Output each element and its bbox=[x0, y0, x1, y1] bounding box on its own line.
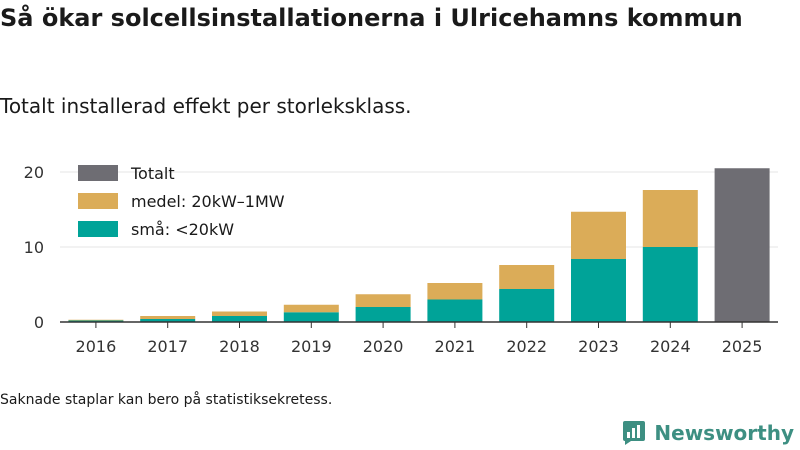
y-tick-label: 20 bbox=[24, 163, 44, 182]
x-tick-label: 2020 bbox=[363, 337, 404, 356]
bar-small-2024 bbox=[642, 247, 698, 322]
y-axis-ticks: 0 10 20 bbox=[24, 163, 44, 332]
footnote: Saknade staplar kan bero på statistiksek… bbox=[0, 392, 333, 408]
legend: Totalt medel: 20kW–1MW små: <20kW bbox=[78, 164, 285, 239]
x-tick-label: 2022 bbox=[506, 337, 547, 356]
chart-title: Så ökar solcellsinstallationerna i Ulric… bbox=[0, 4, 743, 32]
bar-small-2020 bbox=[355, 307, 411, 322]
legend-swatch-small bbox=[78, 221, 118, 237]
x-axis bbox=[60, 321, 778, 328]
bar-medium-2022 bbox=[499, 265, 555, 289]
brand-logo: Newsworthy bbox=[622, 420, 794, 446]
chart-subtitle: Totalt installerad effekt per storlekskl… bbox=[0, 94, 412, 118]
bar-medium-2016 bbox=[68, 319, 124, 321]
x-tick-label: 2018 bbox=[219, 337, 260, 356]
legend-label-medium: medel: 20kW–1MW bbox=[131, 192, 285, 211]
x-tick-label: 2017 bbox=[147, 337, 188, 356]
legend-label-total: Totalt bbox=[130, 164, 175, 183]
bar-small-2022 bbox=[499, 289, 555, 322]
bar-medium-2024 bbox=[642, 190, 698, 247]
bars bbox=[68, 168, 770, 322]
bar-small-2019 bbox=[283, 312, 339, 322]
newsworthy-logo-icon bbox=[623, 421, 646, 445]
bar-medium-2021 bbox=[427, 283, 483, 300]
x-tick-label: 2023 bbox=[578, 337, 619, 356]
bar-medium-2017 bbox=[140, 316, 196, 319]
legend-label-small: små: <20kW bbox=[131, 220, 234, 239]
x-axis-ticks: 2016 2017 2018 2019 2020 2021 2022 2023 2024 2025 bbox=[76, 337, 763, 356]
bar-medium-2020 bbox=[355, 294, 411, 307]
bar-small-2018 bbox=[212, 316, 267, 322]
x-tick-label: 2024 bbox=[650, 337, 691, 356]
bar-small-2021 bbox=[427, 299, 483, 322]
legend-swatch-medium bbox=[78, 193, 118, 209]
legend-swatch-total bbox=[78, 165, 118, 181]
bar-small-2023 bbox=[571, 259, 626, 322]
bar-medium-2023 bbox=[571, 211, 626, 259]
brand-name: Newsworthy bbox=[654, 421, 794, 445]
y-tick-label: 0 bbox=[34, 313, 44, 332]
bar-total-2025 bbox=[714, 168, 770, 322]
bar-medium-2018 bbox=[212, 311, 267, 316]
bar-small-2017 bbox=[140, 319, 196, 322]
x-tick-label: 2016 bbox=[76, 337, 117, 356]
x-tick-label: 2021 bbox=[435, 337, 476, 356]
y-tick-label: 10 bbox=[24, 238, 44, 257]
bar-medium-2019 bbox=[283, 304, 339, 313]
x-tick-label: 2019 bbox=[291, 337, 332, 356]
x-tick-label: 2025 bbox=[722, 337, 763, 356]
